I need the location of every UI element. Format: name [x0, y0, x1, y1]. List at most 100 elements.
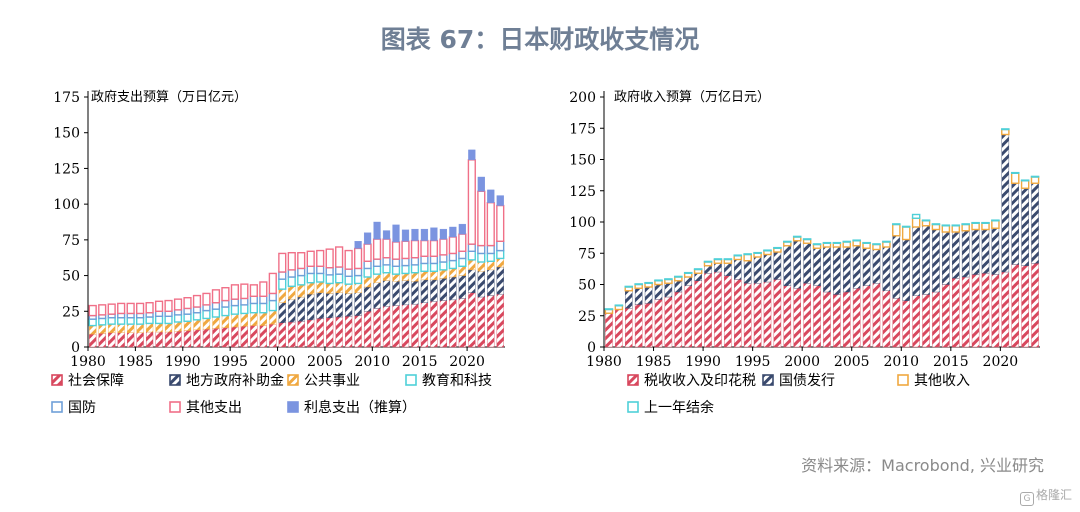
- bar-segment: [449, 268, 457, 278]
- bar-segment: [278, 252, 287, 273]
- bar-segment: [743, 260, 752, 284]
- bar-segment: [353, 274, 363, 285]
- bar-segment: [316, 318, 324, 348]
- bar-segment: [793, 288, 801, 348]
- bar-segment: [684, 276, 692, 286]
- bar-segment: [392, 305, 400, 348]
- bar-segment: [430, 271, 438, 281]
- bar-segment: [202, 292, 211, 306]
- bar-segment: [183, 330, 192, 348]
- bar-segment: [306, 272, 315, 284]
- bar-segment: [733, 254, 743, 257]
- bar-segment: [458, 257, 467, 267]
- bar-segment: [624, 285, 634, 288]
- bar-segment: [164, 310, 173, 317]
- bar-segment: [145, 331, 154, 348]
- bar-segment: [932, 229, 940, 293]
- bar-segment: [240, 283, 249, 300]
- bar-segment: [644, 286, 653, 304]
- bar-segment: [448, 252, 457, 262]
- bar-segment: [664, 278, 673, 281]
- y-tick-label: 0: [71, 340, 80, 356]
- bar-segment: [496, 204, 505, 242]
- bar-segment: [713, 258, 723, 261]
- bar-segment: [487, 269, 495, 296]
- bar-segment: [496, 240, 505, 252]
- bar-segment: [902, 239, 910, 301]
- bar-segment: [783, 240, 792, 243]
- bar-segment: [297, 284, 305, 298]
- bar-segment: [382, 306, 391, 348]
- bar-segment: [991, 220, 1000, 229]
- bar-segment: [268, 292, 277, 302]
- bar-segment: [714, 271, 722, 348]
- bar-segment: [753, 256, 762, 284]
- bar-segment: [477, 252, 486, 263]
- bar-segment: [951, 225, 961, 233]
- bar-segment: [259, 312, 267, 326]
- x-tick-label: 2020: [449, 354, 485, 370]
- logo-text: 格隆汇: [1035, 488, 1072, 502]
- bar-segment: [1021, 265, 1029, 348]
- bar-segment: [448, 259, 457, 270]
- bar-segment: [458, 223, 466, 235]
- bar-segment: [773, 246, 782, 249]
- bar-segment: [932, 291, 940, 348]
- bar-segment: [183, 321, 192, 331]
- bar-segment: [1011, 183, 1019, 265]
- bar-segment: [429, 262, 439, 272]
- bar-segment: [439, 300, 448, 348]
- bar-segment: [173, 298, 183, 311]
- bar-segment: [230, 284, 240, 300]
- bar-segment: [354, 283, 362, 293]
- bar-segment: [496, 258, 504, 268]
- bar-segment: [345, 293, 353, 317]
- bar-segment: [439, 278, 448, 301]
- bar-segment: [429, 255, 439, 265]
- bar-segment: [843, 246, 851, 293]
- bar-segment: [802, 238, 812, 241]
- bar-segment: [127, 323, 135, 333]
- bar-segment: [961, 223, 970, 226]
- bar-segment: [703, 260, 713, 263]
- bar-segment: [971, 229, 980, 275]
- bar-segment: [862, 241, 871, 244]
- y-tick-label: 75: [578, 246, 596, 262]
- bar-segment: [822, 241, 832, 244]
- bar-segment: [164, 315, 173, 325]
- bar-segment: [852, 245, 861, 289]
- bar-segment: [411, 228, 419, 241]
- bar-segment: [942, 231, 950, 285]
- bar-segment: [89, 325, 97, 335]
- bar-segment: [921, 219, 931, 222]
- bar-segment: [154, 310, 164, 317]
- bar-segment: [901, 226, 911, 241]
- bar-segment: [615, 309, 623, 348]
- bar-segment: [373, 282, 381, 309]
- bar-segment: [449, 226, 457, 238]
- bar-segment: [813, 248, 821, 286]
- bar-segment: [458, 250, 467, 260]
- bar-segment: [287, 252, 296, 271]
- bar-segment: [345, 283, 353, 294]
- bar-segment: [344, 275, 353, 285]
- bar-segment: [439, 238, 448, 256]
- bar-segment: [439, 269, 448, 279]
- legend-label: 上一年结余: [644, 399, 714, 416]
- legend-label: 其他支出: [186, 400, 242, 416]
- bar-segment: [373, 221, 381, 240]
- legend-label: 利息支出（推算）: [304, 399, 416, 416]
- bar-segment: [420, 279, 429, 303]
- bar-segment: [882, 290, 891, 348]
- bar-segment: [1010, 171, 1020, 174]
- bar-segment: [486, 202, 495, 247]
- bar-segment: [487, 261, 495, 271]
- bar-segment: [693, 268, 703, 271]
- bar-segment: [211, 308, 221, 318]
- bar-segment: [496, 195, 504, 206]
- legend-swatch: [169, 374, 181, 386]
- bar-segment: [363, 232, 372, 245]
- y-tick-label: 0: [587, 340, 596, 356]
- bar-segment: [240, 297, 249, 306]
- bar-segment: [382, 280, 391, 307]
